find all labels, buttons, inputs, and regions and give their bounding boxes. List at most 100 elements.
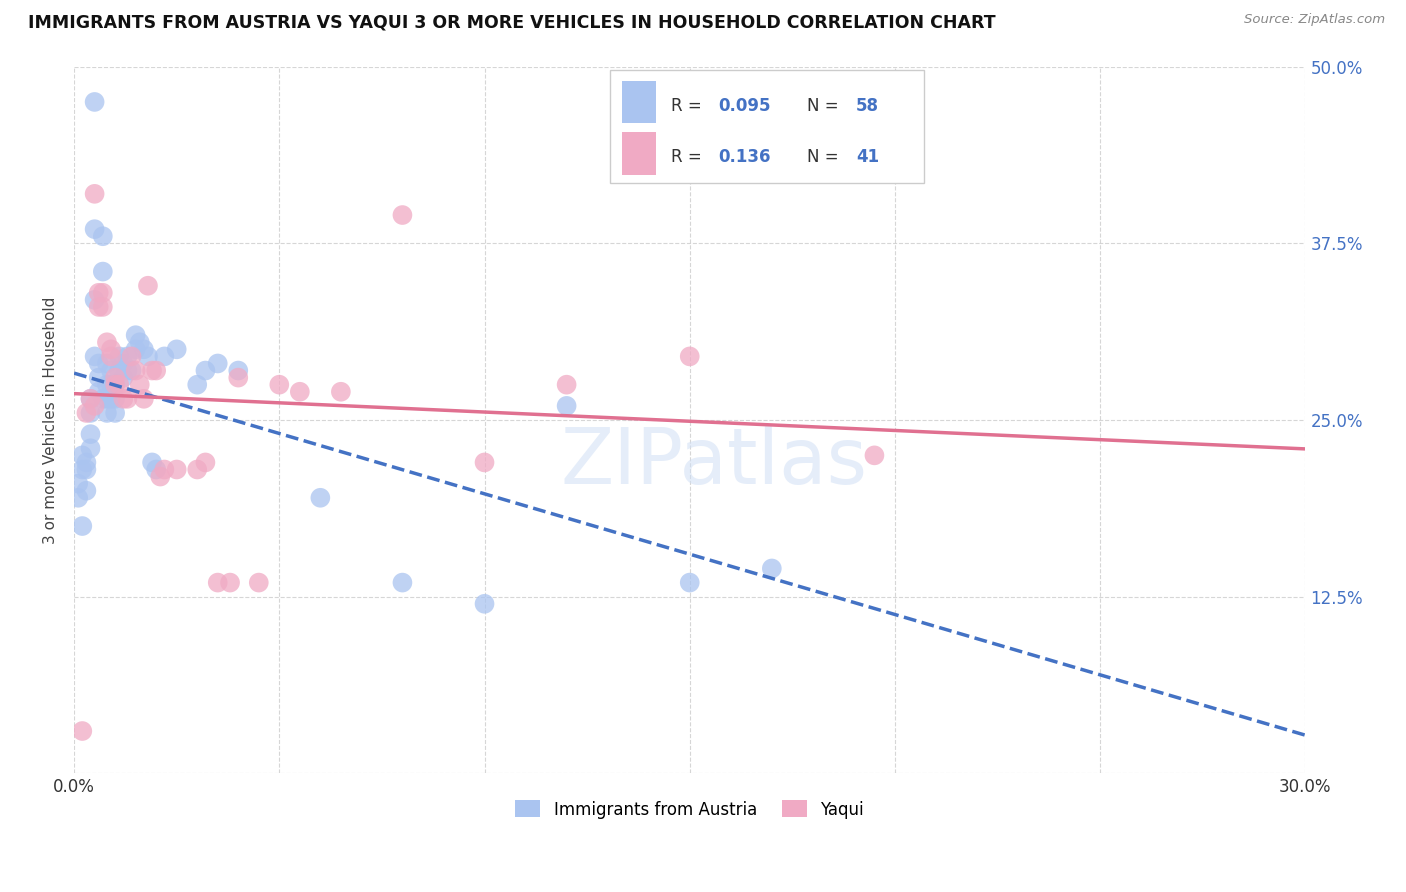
Point [72, 462, 94, 476]
Text: R =: R = [671, 148, 713, 166]
Point [79, 442, 101, 456]
Point [83, 399, 105, 413]
Point [83, 222, 105, 236]
Point [153, 462, 176, 476]
Point [104, 377, 127, 392]
Point [141, 363, 163, 377]
Point [104, 392, 127, 406]
Text: N =: N = [807, 148, 844, 166]
Point [124, 343, 146, 357]
Text: 58: 58 [856, 97, 879, 115]
Point [108, 363, 131, 377]
Point [329, 384, 352, 399]
Point [91, 229, 114, 244]
Point [207, 575, 229, 590]
FancyBboxPatch shape [621, 132, 657, 175]
Text: N =: N = [807, 97, 844, 115]
Text: Source: ZipAtlas.com: Source: ZipAtlas.com [1244, 13, 1385, 27]
Point [100, 350, 122, 364]
Point [166, 462, 188, 476]
Point [194, 455, 217, 469]
Point [391, 208, 413, 222]
Point [136, 278, 159, 293]
Point [145, 363, 167, 377]
Point [219, 575, 242, 590]
Point [79, 392, 101, 406]
Point [474, 597, 496, 611]
Point [863, 448, 886, 462]
Point [67, 491, 90, 505]
Point [108, 377, 131, 392]
Text: 0.095: 0.095 [718, 97, 770, 115]
Point [83, 350, 105, 364]
FancyBboxPatch shape [610, 70, 924, 183]
Point [104, 377, 127, 392]
Point [75, 406, 97, 420]
Point [87, 300, 110, 314]
Point [83, 95, 105, 109]
Point [83, 186, 105, 201]
Point [67, 476, 90, 491]
Point [96, 356, 118, 370]
Point [112, 356, 135, 370]
Text: R =: R = [671, 97, 707, 115]
Point [100, 392, 122, 406]
Point [87, 370, 110, 384]
Point [124, 363, 146, 377]
Point [108, 350, 131, 364]
Legend: Immigrants from Austria, Yaqui: Immigrants from Austria, Yaqui [509, 794, 870, 825]
Point [100, 363, 122, 377]
Point [555, 377, 578, 392]
Text: 0.136: 0.136 [718, 148, 770, 166]
Point [226, 363, 249, 377]
Point [128, 377, 150, 392]
Point [679, 350, 702, 364]
Point [247, 575, 270, 590]
Point [87, 356, 110, 370]
Point [91, 285, 114, 300]
Point [96, 406, 118, 420]
Point [79, 406, 101, 420]
Point [100, 343, 122, 357]
Point [112, 370, 135, 384]
Point [117, 350, 139, 364]
Point [72, 519, 94, 533]
Point [149, 469, 172, 483]
Point [75, 455, 97, 469]
Point [72, 724, 94, 739]
Point [555, 399, 578, 413]
Point [112, 392, 135, 406]
Point [79, 427, 101, 442]
Point [132, 392, 155, 406]
Point [186, 462, 208, 476]
Point [72, 448, 94, 462]
Point [75, 462, 97, 476]
Point [132, 343, 155, 357]
Y-axis label: 3 or more Vehicles in Household: 3 or more Vehicles in Household [44, 296, 58, 544]
Point [141, 455, 163, 469]
Point [166, 343, 188, 357]
Point [104, 370, 127, 384]
Point [309, 491, 332, 505]
Point [136, 350, 159, 364]
Point [79, 392, 101, 406]
Point [96, 377, 118, 392]
Point [91, 300, 114, 314]
Point [83, 293, 105, 307]
Point [194, 363, 217, 377]
Point [269, 377, 291, 392]
Point [87, 384, 110, 399]
Point [391, 575, 413, 590]
Point [117, 392, 139, 406]
Point [91, 392, 114, 406]
Point [100, 377, 122, 392]
FancyBboxPatch shape [621, 81, 657, 123]
Point [288, 384, 311, 399]
Point [117, 363, 139, 377]
Point [121, 363, 143, 377]
Point [91, 264, 114, 278]
Point [207, 356, 229, 370]
Text: 41: 41 [856, 148, 879, 166]
Point [87, 285, 110, 300]
Point [128, 335, 150, 350]
